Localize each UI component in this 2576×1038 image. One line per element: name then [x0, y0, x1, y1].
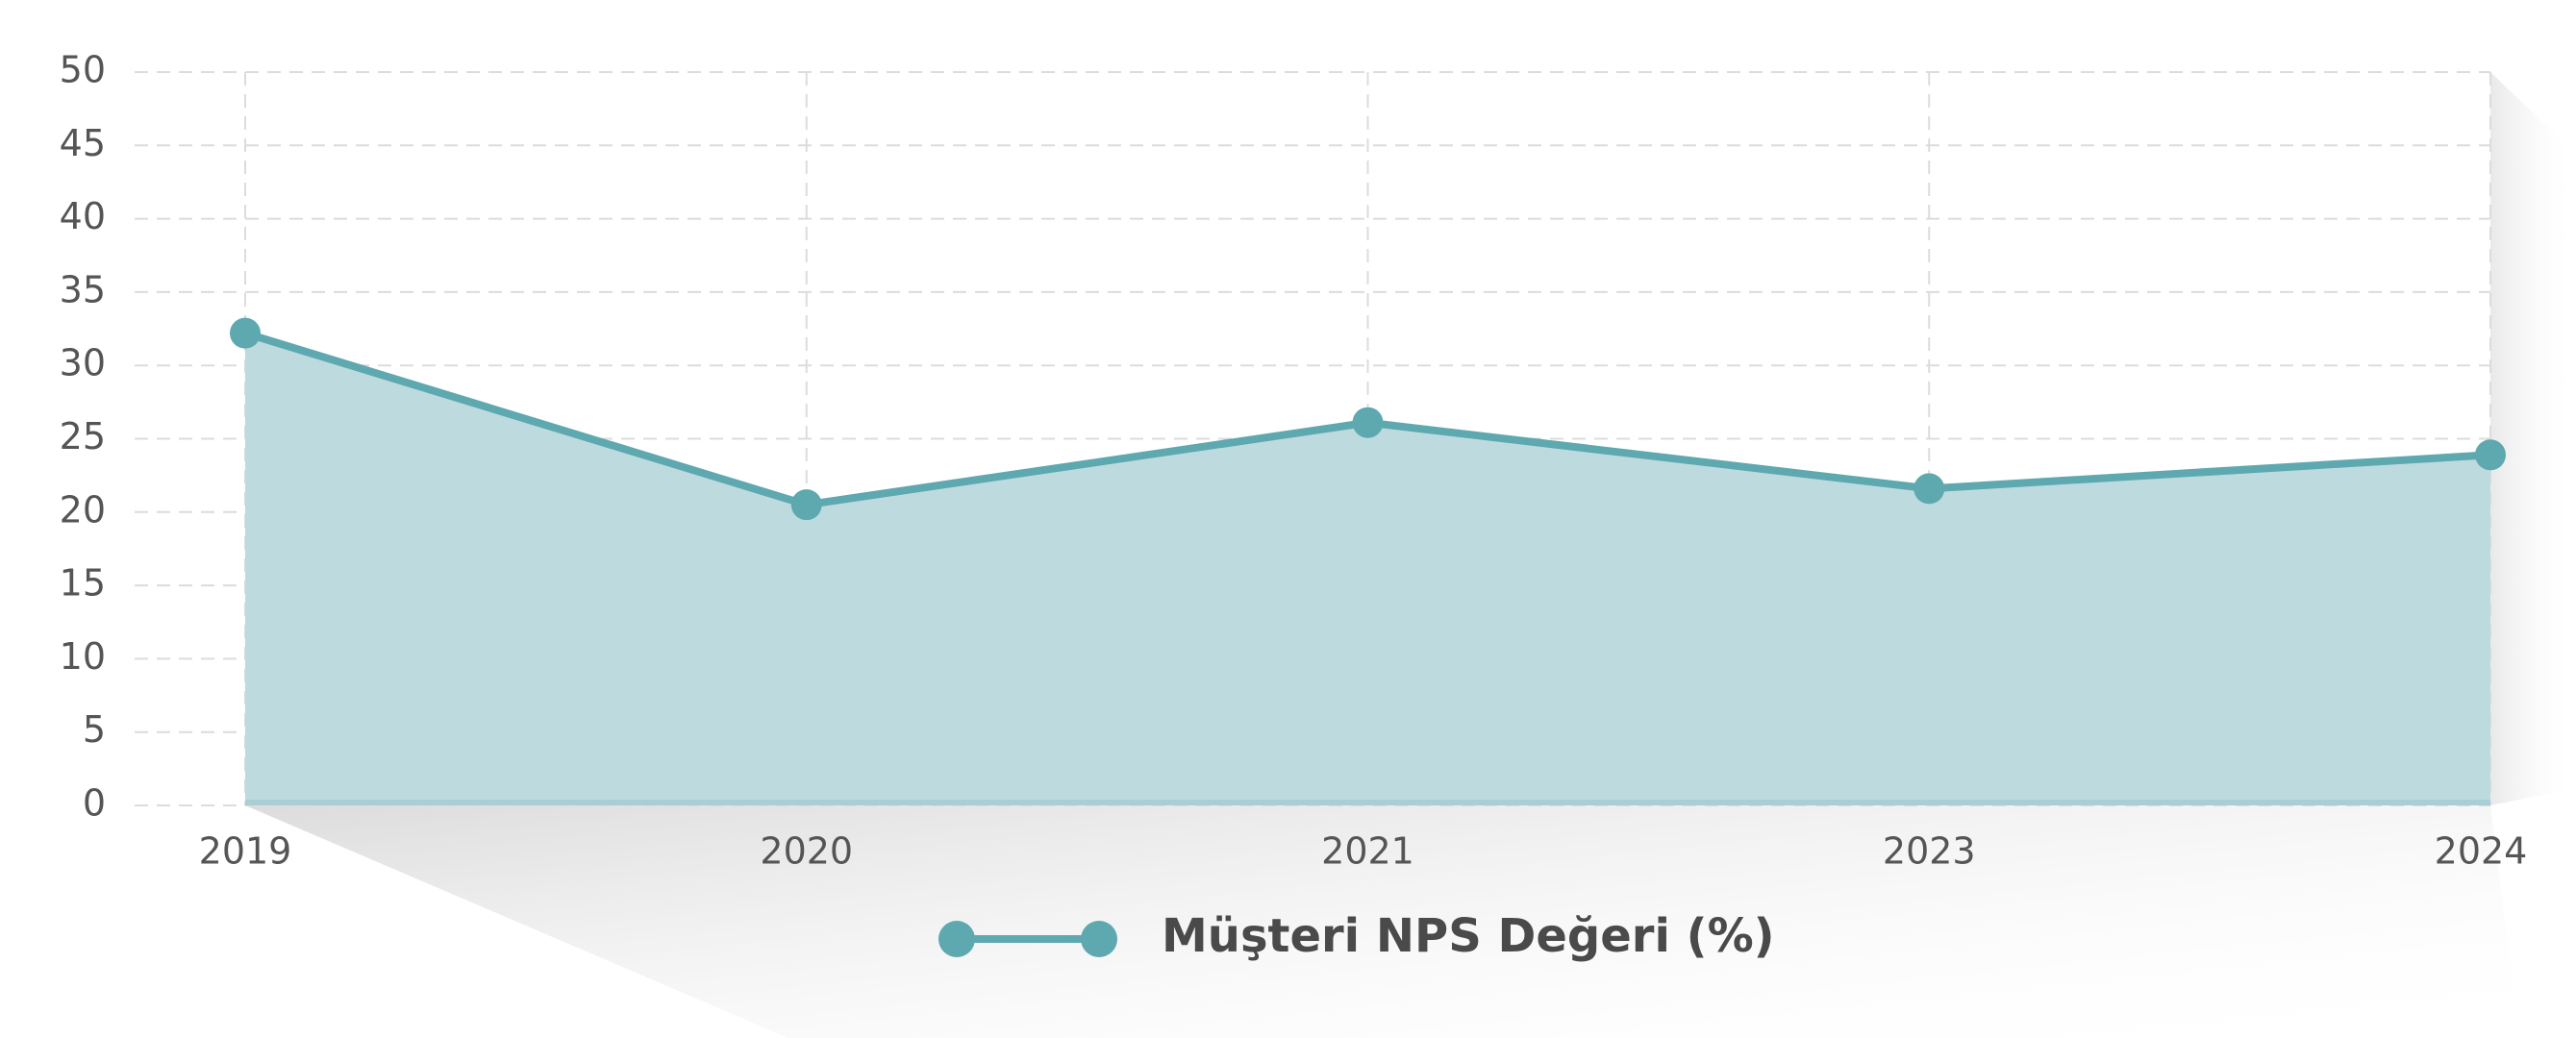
data-point[interactable] — [790, 489, 822, 521]
y-tick-label: 0 — [83, 782, 106, 825]
y-tick-label: 50 — [60, 49, 106, 91]
y-tick-label: 5 — [83, 708, 106, 751]
legend-label: Müşteri NPS Değeri (%) — [1162, 909, 1775, 963]
series-points — [230, 317, 2506, 521]
x-tick-label: 2019 — [199, 830, 292, 873]
data-point[interactable] — [230, 317, 261, 349]
x-tick-label: 2021 — [1321, 830, 1414, 873]
x-axis: 2019 2020 2021 2023 2024 — [199, 830, 2528, 873]
x-tick-label: 2020 — [760, 830, 853, 873]
y-tick-label: 10 — [60, 635, 106, 678]
x-tick-label: 2023 — [1883, 830, 1976, 873]
legend-swatch-marker — [1081, 921, 1117, 957]
series-area — [245, 333, 2490, 805]
chart-shadow — [245, 72, 2576, 1038]
y-axis: 0 5 10 15 20 25 30 35 40 45 50 — [60, 49, 106, 825]
legend[interactable]: Müşteri NPS Değeri (%) — [938, 909, 1775, 963]
data-point[interactable] — [1913, 473, 1945, 505]
data-point[interactable] — [2475, 439, 2506, 471]
x-tick-label: 2024 — [2435, 830, 2528, 873]
y-tick-label: 45 — [60, 122, 106, 164]
chart-shadow-right — [2490, 72, 2576, 805]
y-tick-label: 40 — [60, 195, 106, 237]
y-tick-label: 30 — [60, 342, 106, 384]
legend-swatch-marker — [938, 921, 975, 957]
y-tick-label: 20 — [60, 488, 106, 531]
y-tick-label: 25 — [60, 415, 106, 457]
y-tick-label: 35 — [60, 268, 106, 310]
data-point[interactable] — [1352, 407, 1384, 438]
area-fill — [245, 333, 2490, 805]
y-tick-label: 15 — [60, 562, 106, 605]
chart-shadow-bottom — [245, 805, 2519, 1038]
